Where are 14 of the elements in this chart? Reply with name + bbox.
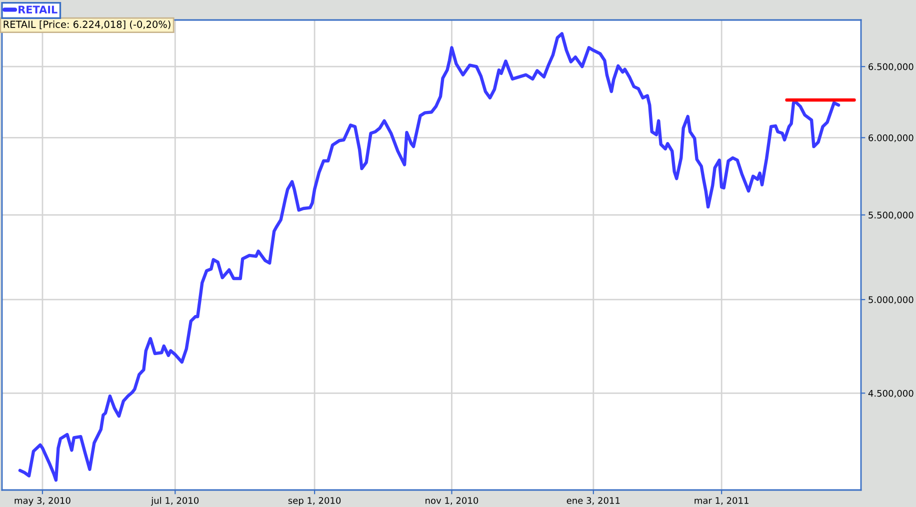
x-tick-label: sep 1, 2010 — [288, 497, 341, 506]
x-tick-label: may 3, 2010 — [14, 497, 70, 506]
x-tick-label: ene 3, 2011 — [566, 497, 620, 505]
x-tick-label: mar 1, 2011 — [694, 497, 748, 505]
line-series — [18, 32, 840, 482]
y-tick-label: 5.500,000 — [868, 212, 914, 220]
y-tick-label: 6.500,000 — [868, 63, 914, 72]
y-tick-label: 6.000,000 — [868, 134, 914, 142]
x-tick-label: nov 1, 2010 — [426, 497, 478, 505]
y-tick-label: 5.000,000 — [868, 296, 914, 304]
x-tick-label: jul 1, 2010 — [150, 496, 199, 506]
y-tick-label: 4.500,000 — [868, 390, 914, 398]
legend-label: RETAIL — [18, 6, 58, 14]
annotation: RETAIL [Price: 6.224,018] (-0,20%) — [4, 20, 170, 30]
